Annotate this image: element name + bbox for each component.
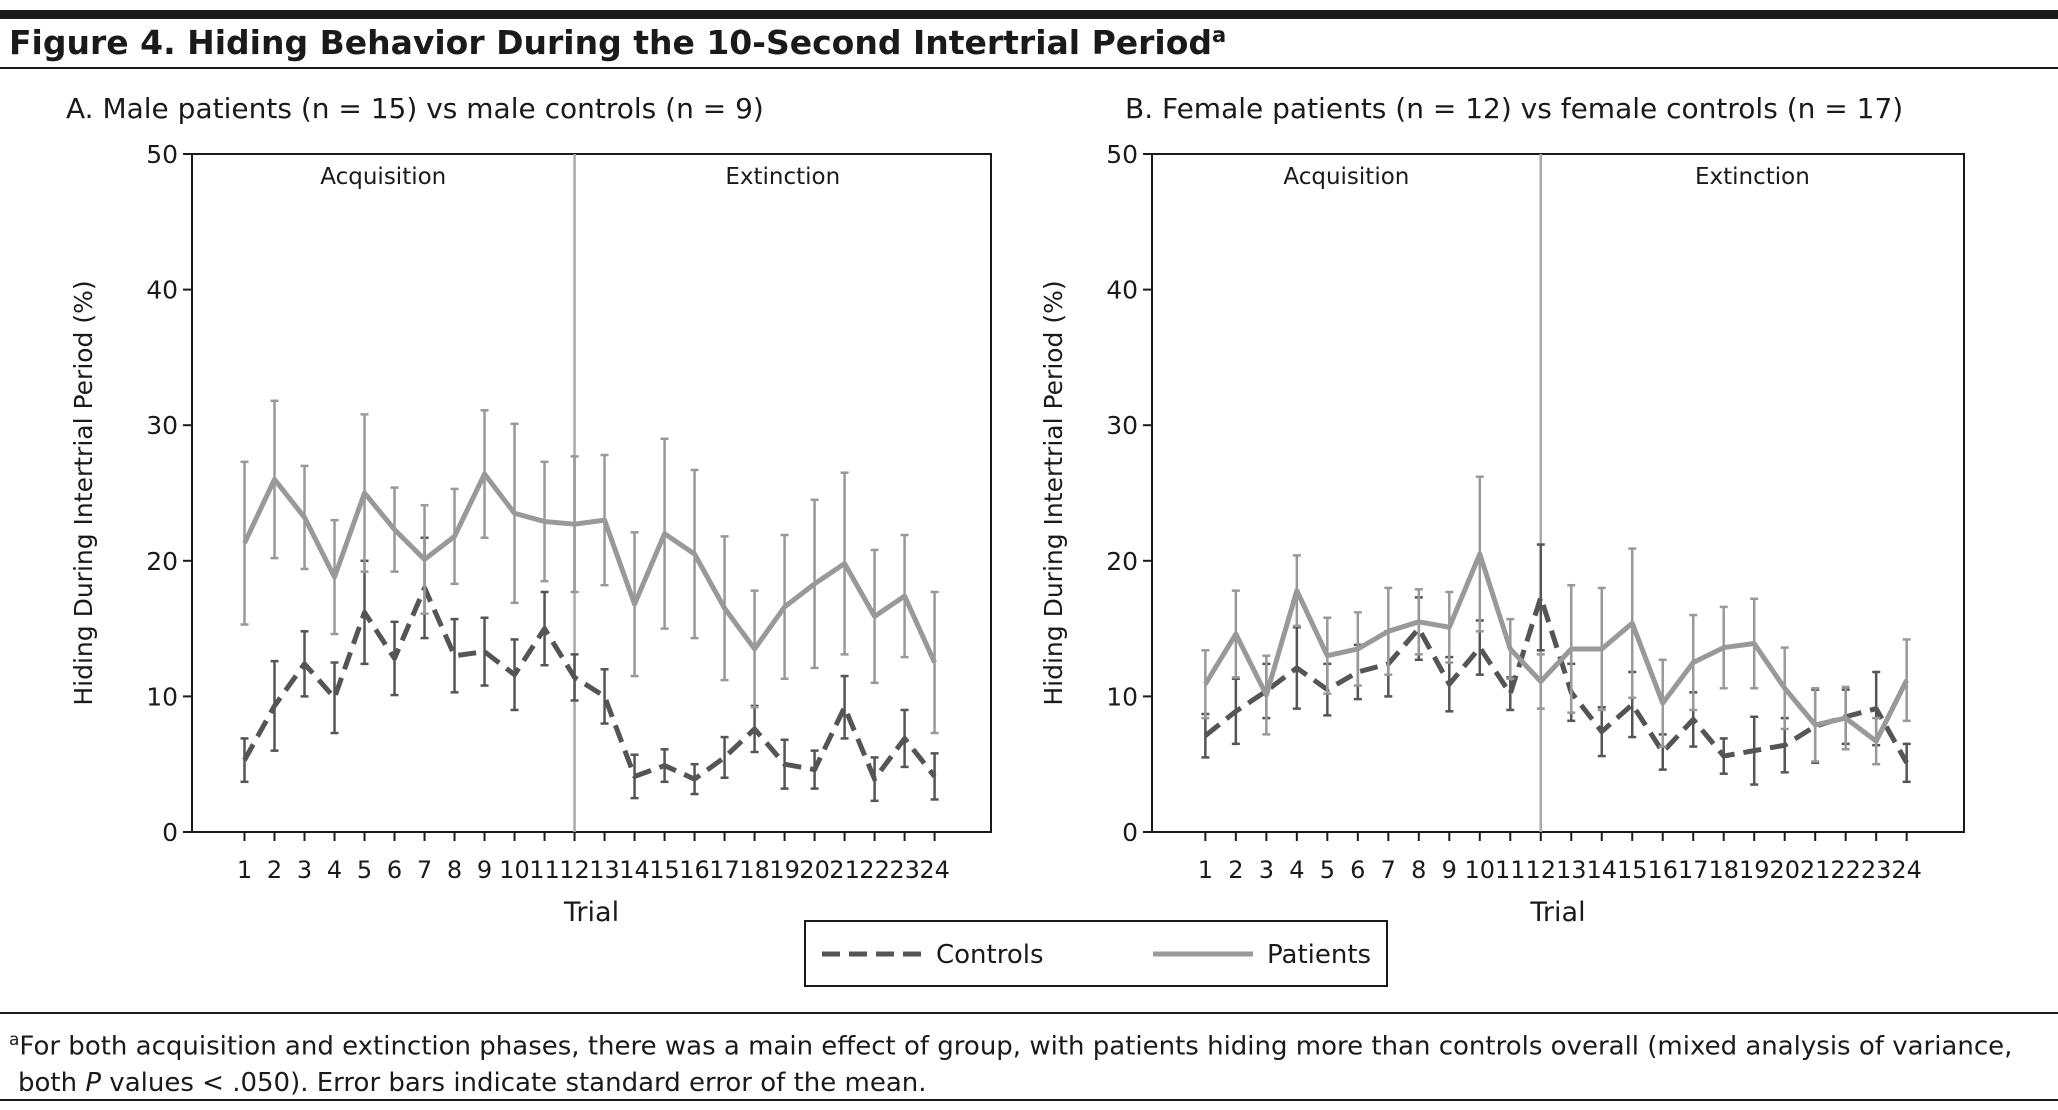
x-tick-label: 18 <box>739 856 770 884</box>
x-tick-label: 14 <box>1586 856 1617 884</box>
x-tick-label: 20 <box>1769 856 1800 884</box>
x-tick-label: 22 <box>1830 856 1861 884</box>
x-tick-label: 3 <box>297 856 312 884</box>
x-tick-label: 2 <box>267 856 282 884</box>
x-tick-label: 21 <box>829 856 860 884</box>
y-tick-label: 30 <box>146 411 178 440</box>
y-axis-label: Hiding During Intertrial Period (%) <box>69 280 98 705</box>
footnote-italic: P <box>85 1067 102 1098</box>
y-tick-label: 30 <box>1106 411 1138 440</box>
x-tick-label: 21 <box>1800 856 1831 884</box>
phase-label: Extinction <box>725 164 840 190</box>
x-tick-label: 13 <box>1556 856 1587 884</box>
x-tick-label: 8 <box>1411 856 1426 884</box>
phase-label: Acquisition <box>320 164 446 190</box>
x-tick-label: 23 <box>889 856 920 884</box>
x-tick-label: 17 <box>709 856 740 884</box>
y-tick-label: 20 <box>146 547 178 576</box>
footnote: aFor both acquisition and extinction pha… <box>9 1022 2012 1101</box>
title-text: Figure 4. Hiding Behavior During the 10-… <box>9 23 1212 62</box>
y-tick-label: 0 <box>1122 818 1138 847</box>
title-note: a <box>1212 23 1226 47</box>
y-tick-label: 40 <box>1106 276 1138 305</box>
x-tick-label: 4 <box>1289 856 1304 884</box>
x-tick-label: 6 <box>387 856 402 884</box>
legend-label: Patients <box>1267 940 1371 970</box>
series <box>1201 475 1911 766</box>
x-tick-label: 15 <box>649 856 680 884</box>
x-tick-label: 13 <box>589 856 620 884</box>
footnote-line: aFor both acquisition and extinction pha… <box>9 1022 2012 1065</box>
x-tick-label: 14 <box>619 856 650 884</box>
x-tick-label: 16 <box>679 856 710 884</box>
footnote-text: For both acquisition and extinction phas… <box>19 1031 2013 1062</box>
footnote-text: both <box>18 1067 86 1098</box>
x-axis-label: Trial <box>563 897 619 928</box>
x-tick-label: 10 <box>1465 856 1496 884</box>
legend-label: Controls <box>936 940 1044 970</box>
x-tick-label: 2 <box>1228 856 1243 884</box>
x-tick-label: 19 <box>769 856 800 884</box>
x-tick-label: 4 <box>327 856 342 884</box>
x-tick-label: 16 <box>1647 856 1678 884</box>
y-tick-label: 10 <box>1106 682 1138 711</box>
x-tick-label: 20 <box>799 856 830 884</box>
series-line <box>242 585 937 782</box>
x-tick-label: 9 <box>1442 856 1457 884</box>
series-line <box>1203 594 1909 765</box>
series-line <box>242 471 937 664</box>
y-tick-label: 40 <box>146 276 178 305</box>
x-tick-label: 9 <box>477 856 492 884</box>
legend-box <box>804 920 1388 987</box>
series-line <box>1203 551 1909 744</box>
y-tick-label: 20 <box>1106 547 1138 576</box>
x-tick-label: 12 <box>559 856 590 884</box>
footnote-marker: a <box>9 1030 20 1050</box>
x-tick-label: 1 <box>1198 856 1213 884</box>
top-rule <box>0 10 2058 19</box>
x-tick-label: 3 <box>1259 856 1274 884</box>
x-tick-label: 11 <box>529 856 560 884</box>
x-tick-label: 12 <box>1525 856 1556 884</box>
x-tick-label: 7 <box>1381 856 1396 884</box>
x-tick-label: 8 <box>447 856 462 884</box>
x-axis-label: Trial <box>1529 897 1585 928</box>
x-tick-label: 19 <box>1739 856 1770 884</box>
y-tick-label: 10 <box>146 682 178 711</box>
x-tick-label: 22 <box>859 856 890 884</box>
y-tick-label: 50 <box>146 140 178 169</box>
x-tick-label: 10 <box>499 856 530 884</box>
plot-frame <box>1151 153 1965 833</box>
series <box>240 536 939 803</box>
y-tick-label: 0 <box>162 818 178 847</box>
x-tick-label: 7 <box>417 856 432 884</box>
x-tick-label: 24 <box>1891 856 1922 884</box>
footnote-text: values < .050). Error bars indicate stan… <box>101 1067 927 1098</box>
y-tick-label: 50 <box>1106 140 1138 169</box>
figure-title: Figure 4. Hiding Behavior During the 10-… <box>9 23 1226 62</box>
x-tick-label: 17 <box>1678 856 1709 884</box>
footnote-line: both P values < .050). Error bars indica… <box>9 1065 2012 1101</box>
x-tick-label: 1 <box>237 856 252 884</box>
x-tick-label: 23 <box>1861 856 1892 884</box>
x-tick-label: 11 <box>1495 856 1526 884</box>
panel-title: B. Female patients (n = 12) vs female co… <box>1125 92 1903 125</box>
panel-title: A. Male patients (n = 15) vs male contro… <box>66 92 764 125</box>
phase-label: Extinction <box>1695 164 1810 190</box>
y-axis-label: Hiding During Intertrial Period (%) <box>1039 280 1068 705</box>
x-tick-label: 15 <box>1617 856 1648 884</box>
x-tick-label: 5 <box>357 856 372 884</box>
x-tick-label: 18 <box>1708 856 1739 884</box>
x-tick-label: 5 <box>1320 856 1335 884</box>
plot-frame <box>191 153 992 833</box>
x-tick-label: 24 <box>919 856 950 884</box>
x-tick-label: 6 <box>1350 856 1365 884</box>
series <box>240 399 939 735</box>
phase-label: Acquisition <box>1283 164 1409 190</box>
